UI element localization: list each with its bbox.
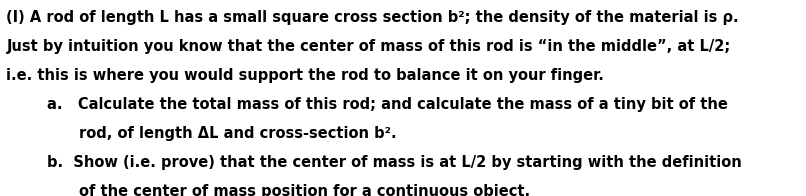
Text: a.   Calculate the total mass of this rod; and calculate the mass of a tiny bit : a. Calculate the total mass of this rod;… xyxy=(47,97,728,112)
Text: (I) A rod of length L has a small square cross section b²; the density of the ma: (I) A rod of length L has a small square… xyxy=(6,10,739,25)
Text: of the center of mass position for a continuous object.: of the center of mass position for a con… xyxy=(79,184,530,196)
Text: b.  Show (i.e. prove) that the center of mass is at L/2 by starting with the def: b. Show (i.e. prove) that the center of … xyxy=(47,155,742,170)
Text: i.e. this is where you would support the rod to balance it on your finger.: i.e. this is where you would support the… xyxy=(6,68,604,83)
Text: Just by intuition you know that the center of mass of this rod is “in the middle: Just by intuition you know that the cent… xyxy=(6,39,731,54)
Text: rod, of length ΔL and cross-section b².: rod, of length ΔL and cross-section b². xyxy=(79,126,397,141)
